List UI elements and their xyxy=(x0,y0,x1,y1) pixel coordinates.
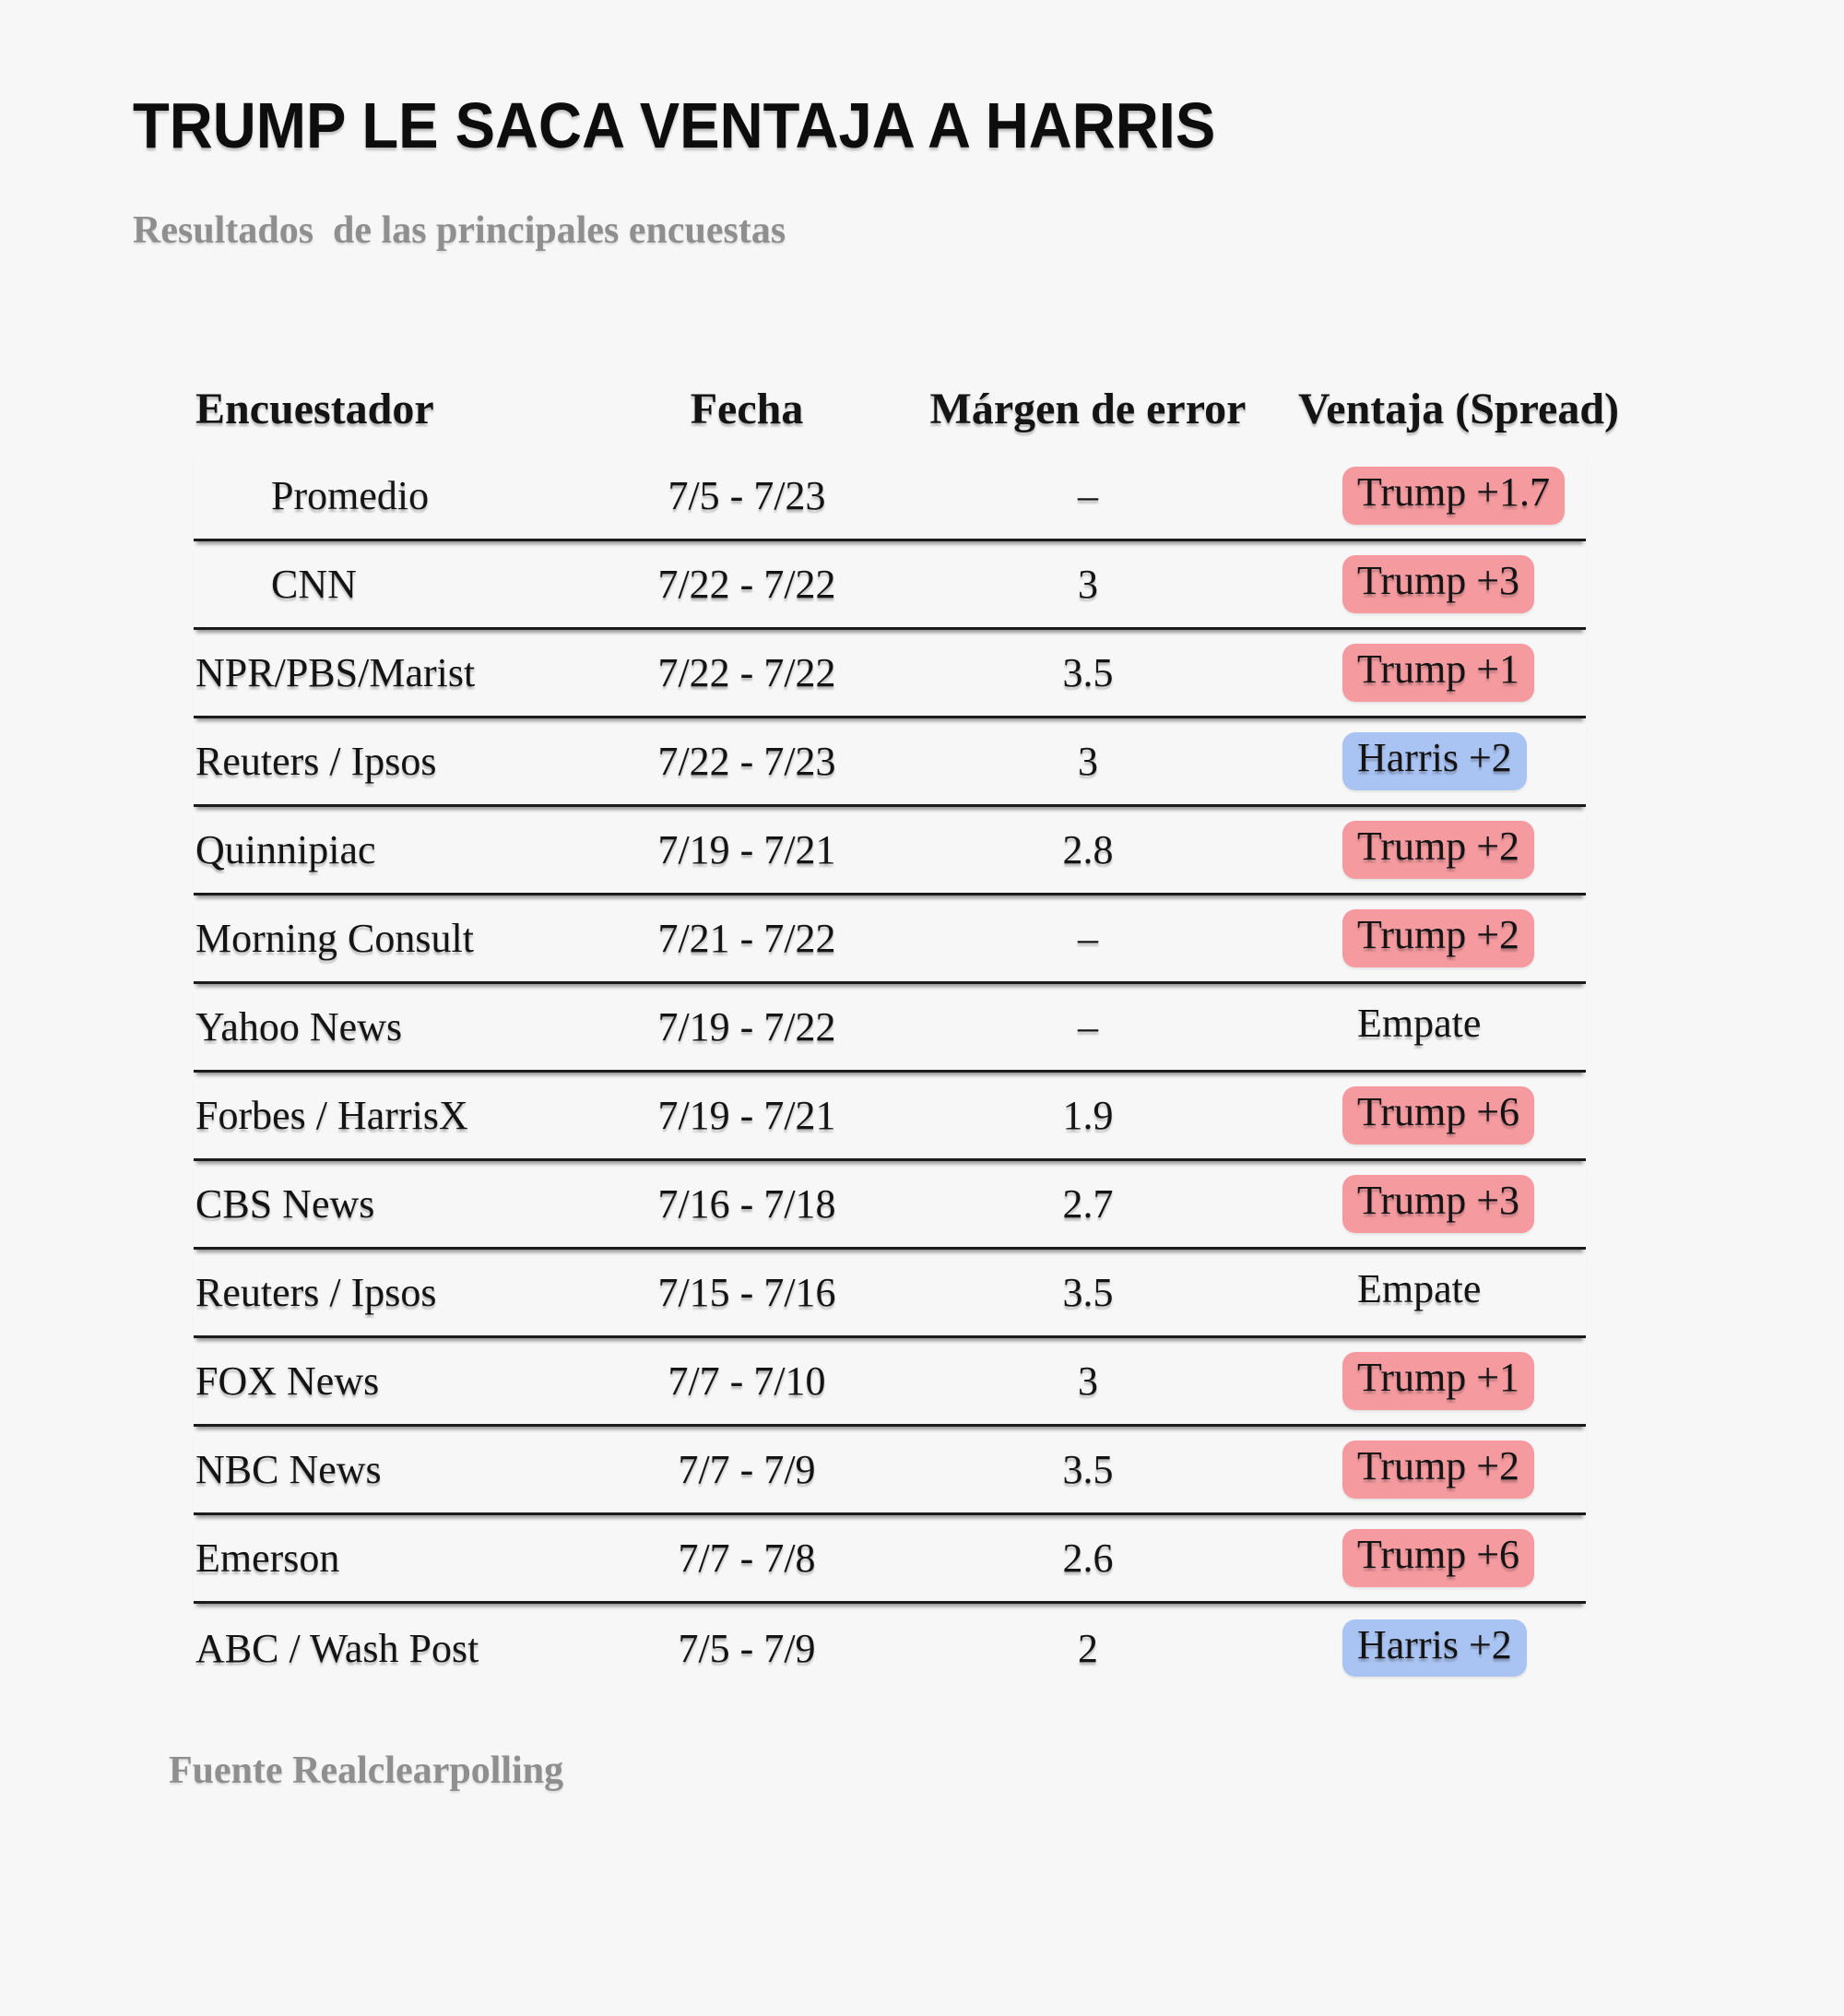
pollster-cell: Forbes / HarrisX xyxy=(195,1093,468,1138)
table-row: NBC News 7/7 - 7/9 3.5 Trump +2 xyxy=(194,1427,1586,1515)
spread-pill: Trump +2 xyxy=(1342,1441,1535,1499)
table-row: FOX News 7/7 - 7/10 3 Trump +1 xyxy=(194,1338,1586,1427)
spread-pill: Trump +1 xyxy=(1342,1352,1535,1410)
spread-cell: Trump +6 xyxy=(1291,1086,1586,1144)
date-cell: 7/22 - 7/22 xyxy=(657,650,836,695)
spread-pill: Trump +6 xyxy=(1342,1086,1535,1144)
margin-cell: – xyxy=(1078,1004,1098,1050)
pollster-cell: CNN xyxy=(271,562,357,607)
margin-cell: 2.7 xyxy=(1062,1181,1114,1227)
spread-pill: Trump +2 xyxy=(1342,821,1535,879)
margin-cell: 2.8 xyxy=(1062,827,1114,872)
pollster-cell: Morning Consult xyxy=(195,916,474,961)
column-header-margen: Márgen de error xyxy=(929,384,1247,433)
table-row: Forbes / HarrisX 7/19 - 7/21 1.9 Trump +… xyxy=(194,1073,1586,1161)
margin-cell: 3.5 xyxy=(1062,1270,1114,1315)
margin-cell: 3 xyxy=(1078,739,1098,784)
spread-pill: Harris +2 xyxy=(1342,1619,1527,1678)
pollster-cell: FOX News xyxy=(195,1358,380,1404)
date-cell: 7/16 - 7/18 xyxy=(657,1181,836,1227)
date-cell: 7/7 - 7/8 xyxy=(678,1536,816,1581)
spread-pill: Trump +1.7 xyxy=(1342,467,1566,525)
margin-cell: 1.9 xyxy=(1062,1093,1114,1138)
page-title: TRUMP LE SACA VENTAJA A HARRIS xyxy=(133,89,1216,161)
spread-cell: Trump +2 xyxy=(1291,1441,1586,1499)
spread-cell: Empate xyxy=(1291,1263,1586,1322)
margin-cell: 3 xyxy=(1078,562,1098,607)
spread-cell: Trump +3 xyxy=(1291,555,1586,613)
spread-cell: Trump +2 xyxy=(1291,909,1586,967)
pollster-cell: Yahoo News xyxy=(195,1004,403,1050)
source-note: Fuente Realclearpolling xyxy=(169,1749,564,1792)
spread-pill: Empate xyxy=(1357,1266,1482,1312)
date-cell: 7/15 - 7/16 xyxy=(657,1270,836,1315)
spread-pill: Harris +2 xyxy=(1342,732,1527,790)
spread-cell: Trump +1 xyxy=(1291,1352,1586,1410)
margin-cell: – xyxy=(1078,473,1098,518)
spread-cell: Trump +6 xyxy=(1291,1529,1586,1587)
table-row: NPR/PBS/Marist 7/22 - 7/22 3.5 Trump +1 xyxy=(194,630,1586,718)
column-header-encuestador: Encuestador xyxy=(195,384,434,433)
date-cell: 7/22 - 7/23 xyxy=(657,739,836,784)
margin-cell: 2.6 xyxy=(1062,1536,1114,1581)
table-row: ABC / Wash Post 7/5 - 7/9 2 Harris +2 xyxy=(194,1604,1586,1692)
polls-table: Encuestador Fecha Márgen de error Ventaj… xyxy=(194,364,1620,1692)
spread-cell: Harris +2 xyxy=(1291,732,1586,790)
spread-pill: Trump +6 xyxy=(1342,1529,1535,1587)
date-cell: 7/19 - 7/22 xyxy=(657,1004,836,1050)
table-row: Quinnipiac 7/19 - 7/21 2.8 Trump +2 xyxy=(194,807,1586,895)
table-row: Emerson 7/7 - 7/8 2.6 Trump +6 xyxy=(194,1515,1586,1604)
pollster-cell: CBS News xyxy=(195,1181,375,1227)
table-row: CBS News 7/16 - 7/18 2.7 Trump +3 xyxy=(194,1161,1586,1250)
margin-cell: 3.5 xyxy=(1062,650,1114,695)
date-cell: 7/5 - 7/9 xyxy=(678,1625,816,1671)
table-row: Morning Consult 7/21 - 7/22 – Trump +2 xyxy=(194,895,1586,984)
spread-cell: Trump +1.7 xyxy=(1291,467,1586,525)
spread-cell: Empate xyxy=(1291,998,1586,1056)
margin-cell: 3.5 xyxy=(1062,1447,1114,1492)
date-cell: 7/19 - 7/21 xyxy=(657,827,836,872)
pollster-cell: Promedio xyxy=(271,473,430,518)
column-header-ventaja: Ventaja (Spread) xyxy=(1298,384,1620,433)
margin-cell: 2 xyxy=(1078,1625,1098,1671)
date-cell: 7/5 - 7/23 xyxy=(668,473,826,518)
date-cell: 7/22 - 7/22 xyxy=(657,562,836,607)
pollster-cell: Reuters / Ipsos xyxy=(195,1270,437,1315)
date-cell: 7/7 - 7/10 xyxy=(668,1358,826,1404)
pollster-cell: NPR/PBS/Marist xyxy=(195,650,476,695)
date-cell: 7/21 - 7/22 xyxy=(657,916,836,961)
date-cell: 7/7 - 7/9 xyxy=(678,1447,816,1492)
spread-cell: Trump +3 xyxy=(1291,1175,1586,1233)
spread-cell: Trump +1 xyxy=(1291,644,1586,702)
table-row: Promedio 7/5 - 7/23 – Trump +1.7 xyxy=(194,453,1586,541)
pollster-cell: Emerson xyxy=(195,1536,340,1581)
pollster-cell: NBC News xyxy=(195,1447,382,1492)
table-row: Reuters / Ipsos 7/15 - 7/16 3.5 Empate xyxy=(194,1250,1586,1338)
pollster-cell: ABC / Wash Post xyxy=(195,1625,479,1671)
column-header-fecha: Fecha xyxy=(690,384,804,433)
spread-pill: Empate xyxy=(1357,1001,1482,1047)
spread-pill: Trump +3 xyxy=(1342,555,1535,613)
pollster-cell: Quinnipiac xyxy=(195,827,376,872)
table-row: CNN 7/22 - 7/22 3 Trump +3 xyxy=(194,541,1586,630)
table-row: Yahoo News 7/19 - 7/22 – Empate xyxy=(194,984,1586,1073)
table-body: Promedio 7/5 - 7/23 – Trump +1.7 CNN 7/2… xyxy=(194,453,1586,1692)
spread-pill: Trump +2 xyxy=(1342,909,1535,967)
table-row: Reuters / Ipsos 7/22 - 7/23 3 Harris +2 xyxy=(194,718,1586,807)
margin-cell: – xyxy=(1078,916,1098,961)
spread-cell: Harris +2 xyxy=(1291,1619,1586,1678)
pollster-cell: Reuters / Ipsos xyxy=(195,739,437,784)
date-cell: 7/19 - 7/21 xyxy=(657,1093,836,1138)
spread-pill: Trump +3 xyxy=(1342,1175,1535,1233)
spread-cell: Trump +2 xyxy=(1291,821,1586,879)
margin-cell: 3 xyxy=(1078,1358,1098,1404)
page-subtitle: Resultados de las principales encuestas xyxy=(133,209,786,252)
spread-pill: Trump +1 xyxy=(1342,644,1535,702)
table-header-row: Encuestador Fecha Márgen de error Ventaj… xyxy=(194,364,1620,453)
